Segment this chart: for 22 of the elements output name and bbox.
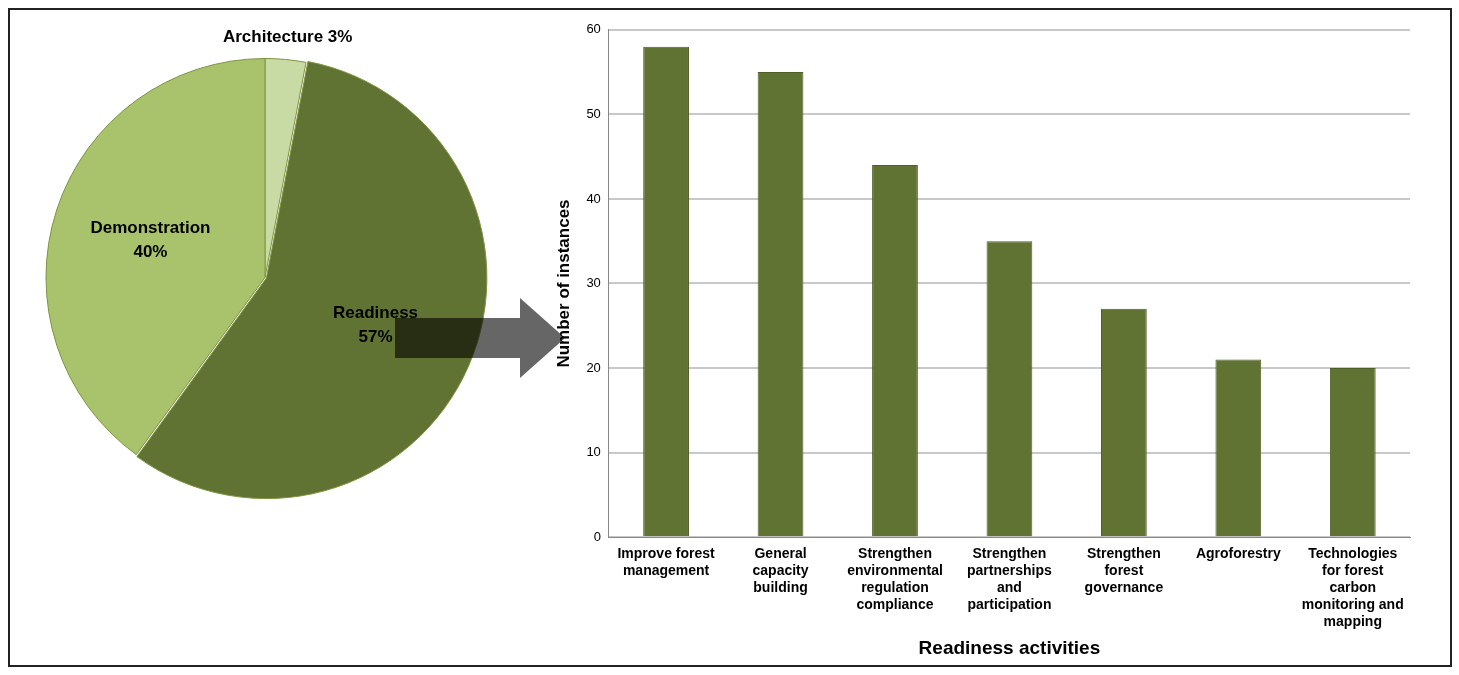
slice-label: Readiness xyxy=(333,303,419,323)
x-tick-label: Technologies for forest carbon monitoring and mapping xyxy=(1301,545,1404,629)
x-tick-label: General capacity building xyxy=(752,545,809,596)
y-tick-label: 20 xyxy=(586,359,601,375)
x-axis-title: Readiness activities xyxy=(918,636,1101,658)
x-tick-label: Strengthen partnerships and participation xyxy=(967,545,1053,612)
data-label: 57% xyxy=(358,327,393,347)
y-tick-label: 50 xyxy=(586,105,601,121)
y-tick-label: 60 xyxy=(586,21,601,37)
x-tick-label: Agroforestry xyxy=(1195,545,1281,562)
data-label: 3% xyxy=(327,27,353,47)
x-tick-label: Strengthen environmental regulation compliance xyxy=(847,545,943,612)
y-tick-label: 40 xyxy=(586,190,601,206)
x-tick-label: Improve forest management xyxy=(617,545,716,579)
y-tick-label: 0 xyxy=(593,528,601,544)
data-label: 40% xyxy=(133,241,168,261)
slice-label: Architecture xyxy=(222,27,324,47)
y-tick-label: 30 xyxy=(586,275,601,291)
y-axis-title: Number of instances xyxy=(553,199,573,368)
x-tick-label: Strengthen forest governance xyxy=(1084,545,1164,596)
y-tick-label: 10 xyxy=(586,444,601,460)
slice-label: Demonstration xyxy=(90,217,211,237)
